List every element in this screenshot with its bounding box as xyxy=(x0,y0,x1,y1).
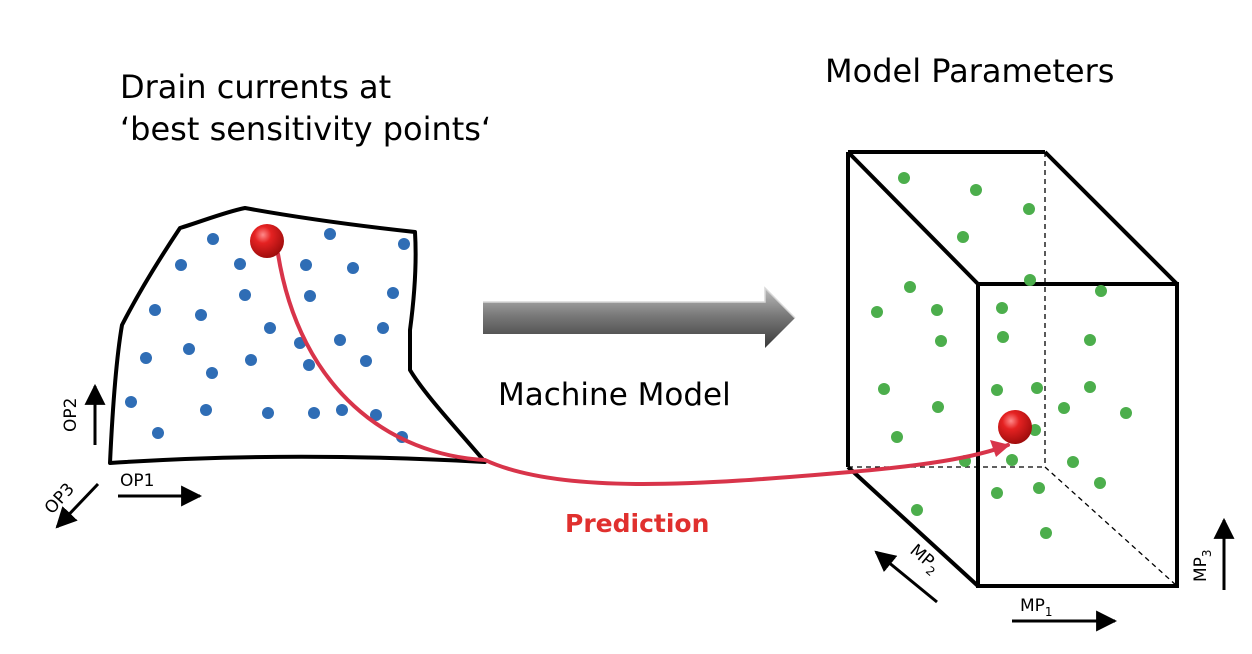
right-title: Model Parameters xyxy=(825,52,1114,90)
operating-point-dot xyxy=(140,352,152,364)
operating-point-dot xyxy=(387,287,399,299)
model-parameter-dot xyxy=(904,281,916,293)
mp2-axis-arrow xyxy=(874,550,938,604)
best-sensitivity-highlight-point xyxy=(250,224,284,258)
mp3-label: MP3 xyxy=(1191,549,1214,582)
operating-point-dot xyxy=(125,396,137,408)
model-parameter-dot xyxy=(1033,482,1045,494)
model-parameter-dot xyxy=(970,184,982,196)
operating-point-dot xyxy=(370,409,382,421)
model-parameter-dot xyxy=(1095,285,1107,297)
model-parameter-dot xyxy=(911,504,923,516)
machine-model-arrow xyxy=(483,286,796,348)
operating-point-dot xyxy=(206,367,218,379)
model-parameter-dot xyxy=(935,335,947,347)
operating-point-dot xyxy=(264,322,276,334)
model-parameter-dot xyxy=(1040,527,1052,539)
operating-point-dot xyxy=(262,407,274,419)
model-parameter-dot xyxy=(1024,274,1036,286)
operating-point-dot xyxy=(347,262,359,274)
model-parameter-dot xyxy=(891,431,903,443)
operating-point-dot xyxy=(360,355,372,367)
model-parameter-dot xyxy=(957,231,969,243)
mp2-label: MP2 xyxy=(904,541,944,580)
operating-point-dot xyxy=(152,427,164,439)
operating-point-dot xyxy=(149,304,161,316)
prediction-curve xyxy=(276,252,1010,486)
model-parameter-dots xyxy=(871,172,1132,539)
operating-point-dot xyxy=(336,404,348,416)
model-parameter-dot xyxy=(1084,334,1096,346)
model-parameter-dot xyxy=(991,487,1003,499)
left-title-line1: Drain currents at xyxy=(120,68,391,106)
operating-point-dot xyxy=(300,259,312,271)
operating-point-dot xyxy=(245,354,257,366)
predicted-parameter-highlight-point xyxy=(998,410,1032,444)
model-parameter-dot xyxy=(1031,382,1043,394)
operating-point-surface xyxy=(108,206,487,465)
op1-label: OP1 xyxy=(120,471,154,491)
operating-point-dot xyxy=(308,407,320,419)
operating-point-dot xyxy=(324,228,336,240)
operating-point-dot xyxy=(377,322,389,334)
operating-point-dot xyxy=(234,258,246,270)
model-parameter-box xyxy=(846,150,1179,588)
model-parameter-dot xyxy=(991,384,1003,396)
model-parameter-dot xyxy=(932,401,944,413)
operating-point-dot xyxy=(398,238,410,250)
model-parameter-dot xyxy=(1058,402,1070,414)
operating-point-dots xyxy=(125,228,410,443)
model-parameter-dot xyxy=(997,331,1009,343)
operating-point-dot xyxy=(183,343,195,355)
machine-model-label: Machine Model xyxy=(498,377,731,413)
operating-point-dot xyxy=(175,259,187,271)
model-parameter-dot xyxy=(1006,454,1018,466)
operating-point-dot xyxy=(334,334,346,346)
model-parameter-dot xyxy=(1067,456,1079,468)
prediction-curve-arrowhead xyxy=(990,440,1010,457)
model-parameter-dot xyxy=(931,304,943,316)
model-parameter-dot xyxy=(1094,477,1106,489)
operating-point-dot xyxy=(303,359,315,371)
model-parameter-dot xyxy=(1084,381,1096,393)
model-parameter-dot xyxy=(871,306,883,318)
model-parameter-dot xyxy=(996,302,1008,314)
operating-point-dot xyxy=(195,309,207,321)
op3-axis-arrow xyxy=(55,482,100,529)
model-parameter-dot xyxy=(898,172,910,184)
operating-point-dot xyxy=(200,404,212,416)
left-title-line2: ‘best sensitivity points‘ xyxy=(120,110,491,148)
op3-label: OP3 xyxy=(41,479,79,518)
model-parameter-dot xyxy=(1023,203,1035,215)
prediction-label: Prediction xyxy=(565,509,709,538)
model-parameter-dot xyxy=(878,383,890,395)
mp1-label: MP1 xyxy=(1020,596,1053,619)
op2-label: OP2 xyxy=(61,398,81,432)
operating-point-dot xyxy=(239,289,251,301)
operating-point-dot xyxy=(304,290,316,302)
model-parameter-dot xyxy=(1120,407,1132,419)
operating-point-dot xyxy=(207,233,219,245)
